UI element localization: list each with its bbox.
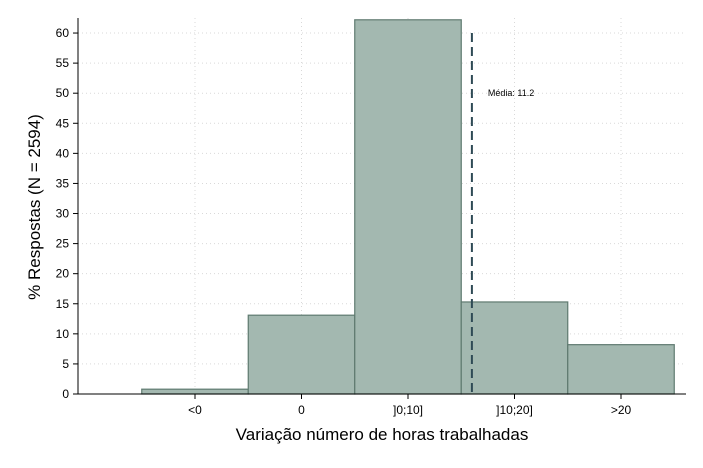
y-tick-label: 0 <box>62 387 69 401</box>
y-tick-label: 25 <box>56 237 70 251</box>
y-tick-label: 5 <box>62 357 69 371</box>
x-tick-label: <0 <box>188 403 202 417</box>
axes <box>73 18 686 399</box>
bar-2 <box>354 19 462 395</box>
y-axis-title: % Respostas (N = 2594) <box>25 114 44 300</box>
y-tick-label: 20 <box>56 267 70 281</box>
x-tick-label: ]0;10] <box>393 403 423 417</box>
y-tick-label: 60 <box>56 26 70 40</box>
y-tick-label: 15 <box>56 297 70 311</box>
bars <box>141 19 675 395</box>
bar-4 <box>567 344 675 395</box>
annotations: Média: 11.2 <box>470 33 534 394</box>
bar-0 <box>141 388 249 395</box>
tick-labels: 0 5 10 15 20 25 30 35 40 45 50 55 60 <0 0 ]0;10] ]10;20]… <box>56 26 632 417</box>
y-tick-label: 30 <box>56 207 70 221</box>
bar-3 <box>460 301 569 395</box>
y-tick-label: 35 <box>56 176 70 190</box>
x-tick-label: ]10;20] <box>496 403 533 417</box>
y-tick-label: 55 <box>56 56 70 70</box>
y-tick-label: 10 <box>56 327 70 341</box>
mean-label: Média: 11.2 <box>488 88 534 98</box>
x-axis-title: Variação número de horas trabalhadas <box>236 425 529 444</box>
y-tick-label: 50 <box>56 86 70 100</box>
x-tick-label: >20 <box>611 403 632 417</box>
bar-1 <box>247 314 356 395</box>
y-tick-label: 40 <box>56 146 70 160</box>
x-tick-label: 0 <box>298 403 305 417</box>
y-tick-label: 45 <box>56 116 70 130</box>
